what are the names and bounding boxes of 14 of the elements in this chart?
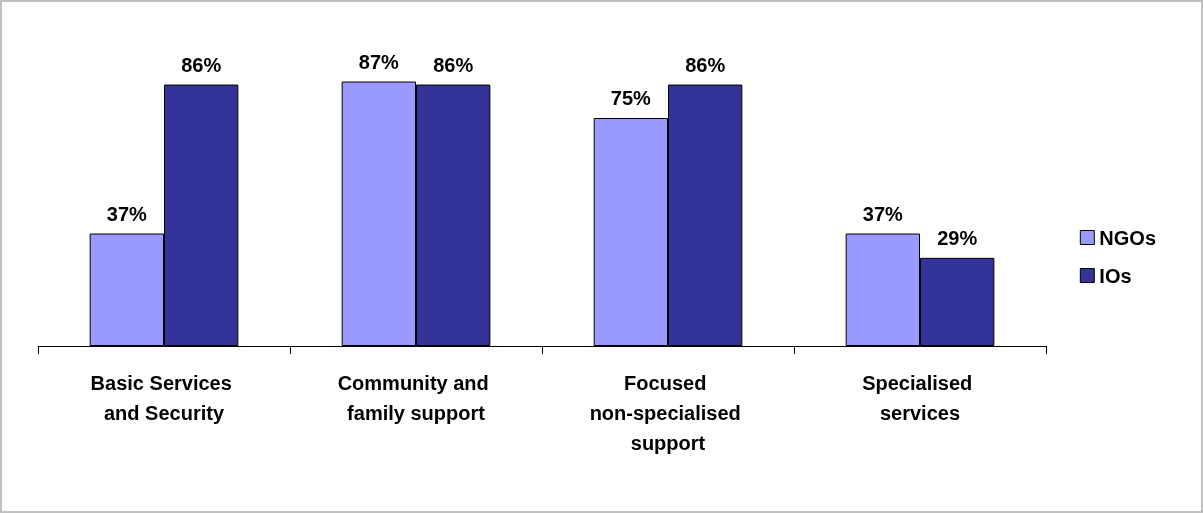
x-tick-label: Focused non-specialised support (589, 372, 747, 454)
data-label: 87% (358, 50, 400, 73)
data-label: 86% (685, 53, 726, 76)
data-label: 86% (181, 53, 222, 76)
x-tick-label: Basic Services and Security (90, 372, 238, 424)
data-label: 29% (937, 226, 978, 249)
x-tick-label: Specialised services (862, 372, 978, 424)
data-label: 37% (862, 202, 904, 225)
legend-label: NGOs (1099, 226, 1157, 249)
data-label: 37% (106, 202, 148, 225)
data-label: 75% (610, 87, 652, 109)
legend-label: IOs (1099, 264, 1132, 287)
x-tick-label: Community and family support (337, 372, 495, 424)
data-label: 86% (433, 53, 474, 76)
